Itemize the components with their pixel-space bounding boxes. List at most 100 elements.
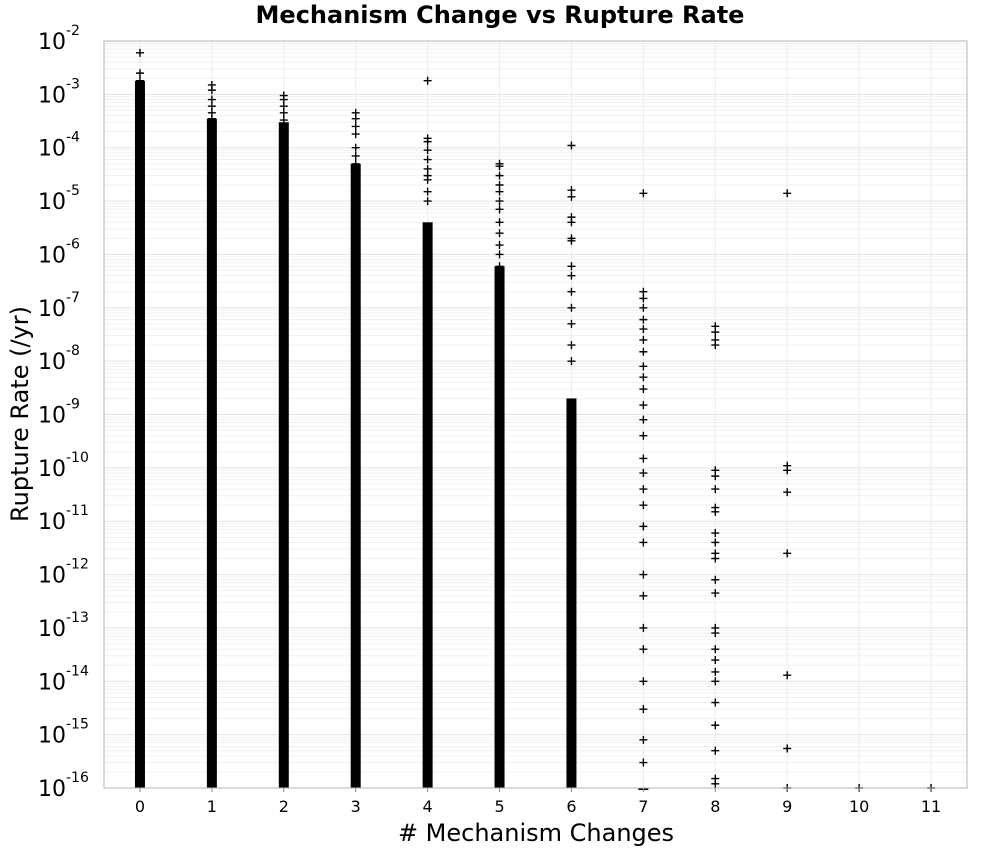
data-point [495,250,504,259]
data-point [639,415,648,424]
data-point [423,187,432,196]
data-point [639,294,648,303]
x-tick-label: 0 [135,797,145,816]
data-point [711,698,720,707]
data-point [567,341,576,350]
data-point [495,181,504,190]
data-point [135,90,144,99]
x-axis-label: # Mechanism Changes [398,819,674,847]
data-point [711,667,720,676]
y-tick-label: 10-15 [38,717,89,749]
data-point [567,357,576,366]
y-tick-label: 10-5 [38,183,80,215]
data-point [351,114,360,123]
data-point [279,108,288,117]
y-tick-label: 10-7 [38,290,80,322]
y-tick-label: 10-16 [38,770,89,802]
data-point [495,187,504,196]
data-point [639,591,648,600]
data-point [495,171,504,180]
data-point [135,48,144,57]
data-point [135,80,144,89]
data-point [639,335,648,344]
data-point [495,218,504,227]
data-point [495,262,504,271]
data-point [639,735,648,744]
data-point [639,758,648,767]
data-point [783,488,792,497]
data-point [639,677,648,686]
data-point [639,469,648,478]
x-tick-label: 7 [638,797,648,816]
dense-column-6 [566,398,577,788]
data-point [639,538,648,547]
data-point [423,137,432,146]
data-point [351,122,360,131]
data-point [135,106,144,115]
data-point [711,575,720,584]
data-point [639,705,648,714]
data-point [639,431,648,440]
data-point [711,529,720,538]
y-axis-ticks: 10-16 10-15 10-14 10-13 10-12 10-11 10-10 10-9 1… [38,23,89,802]
plot-frame [103,40,968,789]
data-point [639,522,648,531]
data-point [711,721,720,730]
data-point [567,192,576,201]
data-point [639,362,648,371]
data-point [639,454,648,463]
data-point [711,538,720,547]
y-tick-label: 10-2 [38,23,80,55]
data-point [783,671,792,680]
y-tick-label: 10-14 [38,663,89,695]
dense-column-2 [278,122,289,788]
data-point [351,143,360,152]
data-point [567,236,576,245]
data-point [639,347,648,356]
data-point [495,162,504,171]
data-point [639,401,648,410]
chart-title: Mechanism Change vs Rupture Rate [256,1,745,29]
data-point [711,677,720,686]
data-point [783,466,792,475]
data-point [567,271,576,280]
data-point [711,507,720,516]
data-point [639,570,648,579]
data-point [711,485,720,494]
data-point [567,303,576,312]
x-tick-label: 4 [423,797,433,816]
data-point [639,501,648,510]
dense-column-4 [422,222,433,788]
data-point [495,205,504,214]
x-tick-label: 5 [494,797,504,816]
data-point [711,645,720,654]
data-point [279,102,288,111]
data-point [423,175,432,184]
data-point [711,328,720,337]
data-point [639,315,648,324]
data-point [711,341,720,350]
y-tick-label: 10-4 [38,130,80,162]
data-point [423,76,432,85]
x-tick-label: 8 [710,797,720,816]
y-tick-label: 10-10 [38,450,89,482]
y-tick-label: 10-11 [38,503,89,535]
data-point [351,130,360,139]
y-axis-label: Rupture Rate (/yr) [6,306,34,522]
data-point [351,151,360,160]
x-tick-label: 3 [351,797,361,816]
dense-column-0 [134,80,145,789]
y-tick-label: 10-12 [38,557,89,589]
data-point [711,554,720,563]
data-point [639,623,648,632]
data-point [567,262,576,271]
data-point [495,229,504,238]
data-point [711,472,720,481]
data-point [567,141,576,150]
data-point [711,629,720,638]
data-point [423,146,432,155]
data-point [711,589,720,598]
y-tick-label: 10-13 [38,610,89,642]
data-point [351,159,360,168]
data-point [639,325,648,334]
